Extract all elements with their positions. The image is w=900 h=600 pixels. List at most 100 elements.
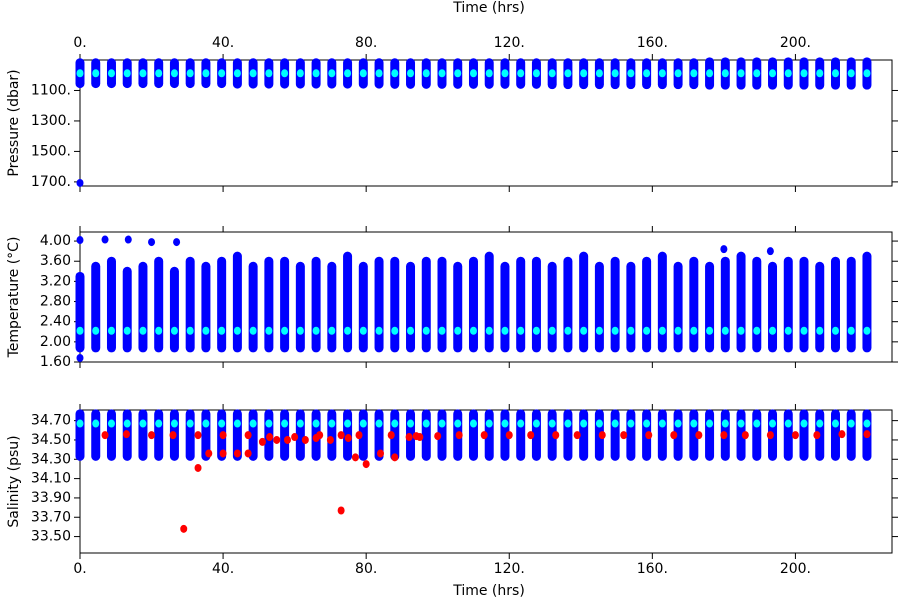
y-tick-label: 34.10 [31, 471, 71, 487]
x-tick-label: 160. [637, 35, 668, 51]
data-point [517, 69, 525, 78]
data-point [344, 419, 352, 428]
data-point [598, 431, 606, 440]
data-point [101, 431, 109, 440]
data-point [548, 69, 556, 78]
data-point [328, 69, 336, 78]
y-tick-label: 33.50 [31, 529, 71, 545]
data-point [391, 69, 399, 78]
data-point [620, 431, 628, 440]
x-tick-label: 200. [780, 35, 811, 51]
data-point [753, 69, 761, 78]
data-point [92, 419, 100, 428]
data-point [847, 326, 855, 335]
data-point [469, 326, 477, 335]
data-point [180, 524, 188, 533]
data-point [863, 430, 871, 439]
data-point [123, 69, 131, 78]
data-point [312, 419, 320, 428]
data-point [741, 431, 749, 440]
data-point [391, 419, 399, 428]
data-point [720, 245, 728, 254]
data-point [643, 419, 651, 428]
data-point [438, 69, 446, 78]
data-point [76, 69, 84, 78]
data-point [438, 419, 446, 428]
data-point [454, 69, 462, 78]
data-point [611, 419, 619, 428]
data-point [202, 69, 210, 78]
data-point [548, 419, 556, 428]
data-point [218, 69, 226, 78]
data-point [291, 433, 299, 442]
data-point [244, 431, 252, 440]
data-point [139, 419, 147, 428]
data-point [316, 431, 324, 440]
data-point [791, 431, 799, 440]
data-point [359, 326, 367, 335]
data-point [123, 419, 131, 428]
data-point [800, 419, 808, 428]
data-point [170, 419, 178, 428]
data-point [784, 419, 792, 428]
data-point [674, 419, 682, 428]
data-point [391, 453, 399, 462]
data-point [124, 235, 132, 244]
data-point [690, 419, 698, 428]
data-point [517, 419, 525, 428]
data-point [721, 419, 729, 428]
data-point [863, 419, 871, 428]
data-point [816, 326, 824, 335]
data-point [76, 326, 84, 335]
data-point [658, 326, 666, 335]
data-point [721, 326, 729, 335]
x-tick-label: 120. [494, 35, 525, 51]
data-point [469, 69, 477, 78]
x-axis-label: Time (hrs) [452, 0, 525, 16]
data-point [123, 430, 131, 439]
data-point [218, 326, 226, 335]
data-point [753, 419, 761, 428]
data-point [501, 419, 509, 428]
data-point [301, 435, 309, 444]
data-point [407, 69, 415, 78]
y-tick-label: 2.80 [40, 294, 71, 310]
x-tick-label: 0. [73, 561, 86, 577]
data-point [169, 431, 177, 440]
y-tick-label: 3.20 [40, 273, 71, 289]
data-point [670, 431, 678, 440]
data-point [706, 326, 714, 335]
data-point [359, 419, 367, 428]
data-point [517, 326, 525, 335]
y-axis-label: Salinity (psu) [6, 435, 22, 527]
data-point [706, 69, 714, 78]
data-point [816, 69, 824, 78]
data-point [454, 326, 462, 335]
data-point [831, 69, 839, 78]
data-point [527, 431, 535, 440]
data-point [564, 326, 572, 335]
y-tick-label: 34.50 [31, 432, 71, 448]
data-point [469, 419, 477, 428]
y-tick-label: 1100. [31, 82, 71, 98]
data-point [611, 326, 619, 335]
data-point [405, 433, 413, 442]
data-point [784, 326, 792, 335]
data-point [800, 69, 808, 78]
data-point [328, 326, 336, 335]
y-tick-label: 1300. [31, 113, 71, 129]
data-point [344, 434, 352, 443]
data-point [387, 431, 395, 440]
data-point [532, 419, 540, 428]
data-point [422, 326, 430, 335]
y-tick-label: 34.30 [31, 451, 71, 467]
data-point [202, 419, 210, 428]
data-point [766, 431, 774, 440]
data-point [296, 326, 304, 335]
data-point [218, 419, 226, 428]
data-point [816, 419, 824, 428]
data-point [326, 435, 334, 444]
data-point [643, 326, 651, 335]
